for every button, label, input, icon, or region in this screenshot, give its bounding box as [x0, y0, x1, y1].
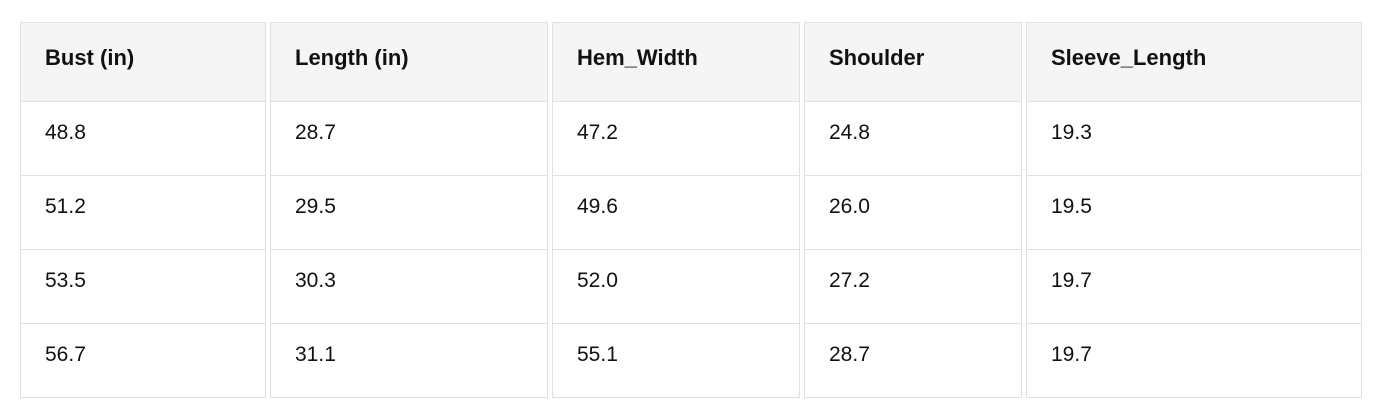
table-cell: 19.7 [1026, 324, 1362, 398]
column-header-sleeve-length: Sleeve_Length [1026, 22, 1362, 102]
table-row: 48.8 28.7 47.2 24.8 19.3 [20, 102, 1362, 176]
table-cell: 27.2 [804, 250, 1022, 324]
table-cell: 53.5 [20, 250, 266, 324]
table-cell: 47.2 [552, 102, 800, 176]
table-cell: 55.1 [552, 324, 800, 398]
table-cell: 26.0 [804, 176, 1022, 250]
column-header-hem-width: Hem_Width [552, 22, 800, 102]
table-header-row: Bust (in) Length (in) Hem_Width Shoulder… [20, 22, 1362, 102]
table-cell: 56.7 [20, 324, 266, 398]
table-cell: 28.7 [270, 102, 548, 176]
table-cell: 49.6 [552, 176, 800, 250]
table-row: 53.5 30.3 52.0 27.2 19.7 [20, 250, 1362, 324]
column-header-length: Length (in) [270, 22, 548, 102]
table-cell: 24.8 [804, 102, 1022, 176]
table-cell: 19.3 [1026, 102, 1362, 176]
table-cell: 19.5 [1026, 176, 1362, 250]
table-cell: 48.8 [20, 102, 266, 176]
measurements-table: Bust (in) Length (in) Hem_Width Shoulder… [16, 22, 1366, 398]
table-row: 56.7 31.1 55.1 28.7 19.7 [20, 324, 1362, 398]
table-cell: 52.0 [552, 250, 800, 324]
table-row: 51.2 29.5 49.6 26.0 19.5 [20, 176, 1362, 250]
table-cell: 51.2 [20, 176, 266, 250]
column-header-shoulder: Shoulder [804, 22, 1022, 102]
table-cell: 30.3 [270, 250, 548, 324]
table-cell: 19.7 [1026, 250, 1362, 324]
table-cell: 28.7 [804, 324, 1022, 398]
table-cell: 29.5 [270, 176, 548, 250]
table-cell: 31.1 [270, 324, 548, 398]
column-header-bust: Bust (in) [20, 22, 266, 102]
